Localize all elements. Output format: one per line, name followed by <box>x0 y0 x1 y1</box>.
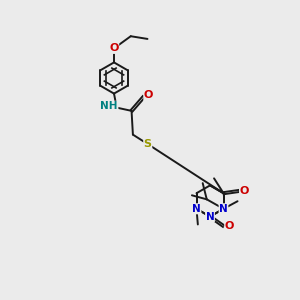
Text: N: N <box>206 212 214 222</box>
Text: O: O <box>240 186 249 196</box>
Text: O: O <box>225 221 234 231</box>
Text: S: S <box>144 139 152 149</box>
Text: N: N <box>219 204 228 214</box>
Text: NH: NH <box>100 101 118 111</box>
Text: O: O <box>144 91 153 100</box>
Text: N: N <box>192 204 201 214</box>
Text: O: O <box>109 44 119 53</box>
